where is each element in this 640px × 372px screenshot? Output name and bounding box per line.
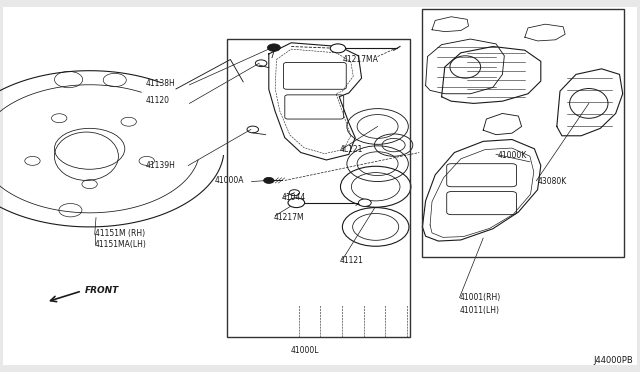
Circle shape	[358, 199, 371, 206]
Text: 41011(LH): 41011(LH)	[460, 306, 499, 315]
Text: 4L121: 4L121	[339, 145, 363, 154]
Text: 41044: 41044	[282, 193, 306, 202]
Circle shape	[330, 44, 346, 53]
Text: J44000PB: J44000PB	[594, 356, 634, 365]
Text: 43080K: 43080K	[538, 177, 567, 186]
Bar	[422, 9, 624, 257]
Circle shape	[288, 198, 305, 208]
Text: 41121: 41121	[339, 256, 363, 265]
FancyBboxPatch shape	[3, 7, 637, 365]
Text: 41151MA(LH): 41151MA(LH)	[95, 240, 147, 249]
Bar	[227, 39, 410, 337]
Text: 41139H: 41139H	[146, 161, 176, 170]
Text: 41000K: 41000K	[498, 151, 527, 160]
Text: 41138H: 41138H	[146, 79, 175, 88]
Text: 41001(RH): 41001(RH)	[460, 293, 500, 302]
Circle shape	[268, 44, 280, 51]
Text: 41000L: 41000L	[291, 346, 319, 355]
Text: 41120: 41120	[146, 96, 170, 105]
Text: 41000A: 41000A	[215, 176, 244, 185]
Text: 41151M (RH): 41151M (RH)	[95, 229, 145, 238]
Circle shape	[264, 177, 274, 183]
Text: 41217MA: 41217MA	[342, 55, 378, 64]
Text: 41217M: 41217M	[274, 213, 305, 222]
Text: FRONT: FRONT	[84, 286, 119, 295]
